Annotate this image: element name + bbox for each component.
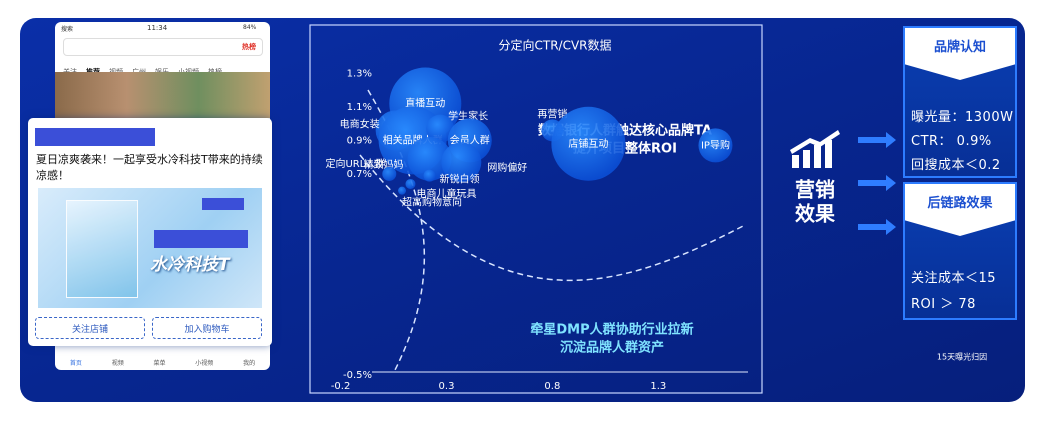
panel-title: 后链路效果	[905, 184, 1015, 236]
panel-item: CTR： 0.9%	[911, 134, 992, 149]
ad-card: 夏日凉爽袭来！一起享受水冷科技T带来的持续凉感！ 水冷科技T 关注店铺 加入购物…	[28, 118, 272, 346]
x-tick-label: -0.2	[331, 381, 351, 392]
panel-item: 曝光量：1300W	[911, 110, 1014, 125]
nav-item[interactable]: 视频	[111, 360, 124, 367]
follow-button[interactable]: 关注店铺	[35, 317, 145, 339]
y-tick-label: 1.1%	[347, 102, 372, 113]
search-tag: 热榜	[242, 43, 256, 51]
bubble	[441, 142, 482, 183]
bubble-label: 新锐白领	[440, 173, 480, 186]
placeholder-bar	[202, 198, 244, 210]
chart-frame	[309, 24, 763, 394]
search-bar[interactable]: 热榜	[63, 38, 263, 56]
bubble-label: 网购偏好	[487, 161, 527, 174]
bubble-label: IP导购	[701, 138, 730, 151]
growth-icon	[790, 130, 840, 168]
x-tick-label: 0.8	[544, 381, 560, 392]
annotation: 沉淀品牌人群资产	[560, 340, 664, 356]
bubble-label: 店铺互动	[568, 137, 608, 150]
status-battery: 84%	[243, 24, 257, 31]
bubble	[398, 186, 407, 195]
panel-item: 关注成本＜15	[911, 271, 997, 286]
bottom-nav: 首页 视频 菜单 小视频 我的	[55, 344, 270, 370]
effect-title: 营销	[795, 178, 835, 202]
brand-panel: 品牌认知 曝光量：1300W CTR： 0.9% 回搜成本＜0.2	[903, 26, 1017, 178]
trend-curve	[359, 154, 746, 282]
effect-title: 效果	[795, 202, 835, 226]
bubble	[405, 178, 416, 189]
bubble	[426, 114, 455, 143]
chart-title: 分定向CTR/CVR数据	[498, 38, 611, 53]
trend-curve	[367, 89, 426, 371]
conversion-panel: 后链路效果 关注成本＜15 ROI ＞ 78	[903, 182, 1017, 320]
placeholder-bar	[154, 230, 248, 248]
y-tick-label: 0.9%	[347, 135, 372, 146]
y-tick-label: 1.3%	[347, 68, 372, 79]
nav-item[interactable]: 菜单	[153, 360, 166, 367]
bubble	[698, 128, 733, 163]
nav-item[interactable]: 小视频	[195, 360, 214, 367]
bubble	[551, 106, 626, 181]
nav-item[interactable]: 我的	[243, 360, 256, 367]
y-tick-label: -0.5%	[343, 370, 372, 381]
bubble-label: 再营销	[537, 107, 567, 120]
panel-title: 品牌认知	[905, 28, 1015, 80]
x-tick-label: 1.3	[650, 381, 666, 392]
bubble-label: 精致妈妈	[364, 158, 404, 171]
bubble-label: 电商女装	[340, 117, 380, 130]
bubble-label: 学生家长	[448, 110, 488, 123]
x-tick-label: 0.3	[439, 381, 455, 392]
y-tick-label: 0.7%	[347, 169, 372, 180]
feed-image	[55, 72, 270, 118]
bubble-label: 直播互动	[405, 97, 445, 110]
cart-button[interactable]: 加入购物车	[152, 317, 262, 339]
bubble-label: 超高购物意向	[402, 196, 462, 209]
ad-image: 水冷科技T	[38, 188, 262, 308]
bubble	[382, 166, 397, 181]
image-text: 水冷科技T	[150, 255, 230, 275]
placeholder-bar	[35, 128, 155, 146]
ice-cube	[66, 200, 138, 298]
bubble	[423, 169, 436, 182]
arrows	[858, 132, 896, 235]
panel-item: ROI ＞ 78	[911, 297, 976, 312]
panel-item: 回搜成本＜0.2	[911, 158, 1001, 173]
bubble-label: 电商儿童玩具	[416, 187, 476, 200]
status-time: 11:34	[147, 24, 168, 32]
ad-text: 夏日凉爽袭来！一起享受水冷科技T带来的持续凉感！	[36, 153, 263, 182]
status-left: 搜索	[61, 26, 74, 33]
annotation: 牵星DMP人群协助行业拉新	[530, 322, 693, 338]
nav-item[interactable]: 首页	[69, 360, 82, 367]
note: 15天曝光归因	[937, 352, 987, 362]
bubble-label: 定向URL人群	[325, 157, 385, 170]
bubble	[407, 136, 452, 181]
